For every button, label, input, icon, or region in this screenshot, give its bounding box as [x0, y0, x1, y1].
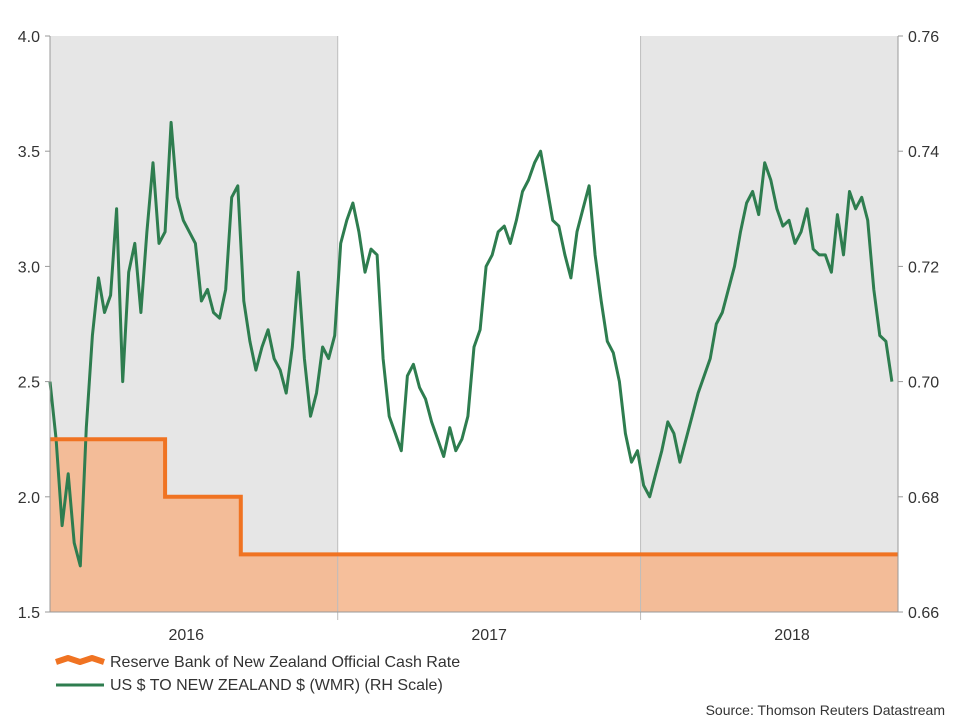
- legend-swatch-cash-rate: [55, 655, 105, 665]
- right-axis-ticks: 0.66 0.68 0.70 0.72 0.74 0.76: [898, 29, 939, 622]
- fx-line-series: [48, 120, 894, 568]
- source-note: Source: Thomson Reuters Datastream: [706, 702, 945, 718]
- left-tick-label-5: 4.0: [18, 29, 40, 46]
- right-tick-label-2: 0.70: [908, 375, 939, 392]
- right-tick-label-3: 0.72: [908, 259, 939, 276]
- x-tick-label-0: 2016: [168, 627, 204, 644]
- x-tick-label-2: 2018: [774, 627, 810, 644]
- shaded-band-1: [640, 36, 898, 612]
- year-dividers: [337, 36, 642, 620]
- left-tick-label-3: 3.0: [18, 259, 40, 276]
- cash-rate-line-series: [50, 437, 898, 557]
- left-tick-label-1: 2.0: [18, 490, 40, 507]
- left-tick-label-4: 3.5: [18, 144, 40, 161]
- x-tick-label-1: 2017: [471, 627, 507, 644]
- legend-label-fx: US $ TO NEW ZEALAND $ (WMR) (RH Scale): [110, 677, 443, 694]
- left-axis-ticks: 1.5 2.0 2.5 3.0 3.5 4.0: [18, 29, 50, 622]
- left-tick-label-0: 1.5: [18, 605, 40, 622]
- left-tick-label-2: 2.5: [18, 375, 40, 392]
- axes: [49, 36, 899, 613]
- legend: Reserve Bank of New Zealand Official Cas…: [55, 654, 460, 694]
- cash-rate-line: [50, 437, 898, 557]
- right-tick-label-4: 0.74: [908, 144, 939, 161]
- legend-label-cash-rate: Reserve Bank of New Zealand Official Cas…: [110, 654, 460, 671]
- right-tick-label-0: 0.66: [908, 605, 939, 622]
- right-tick-label-1: 0.68: [908, 490, 939, 507]
- cash-rate-fill: [50, 439, 898, 612]
- fx-line: [48, 120, 894, 568]
- right-tick-label-5: 0.76: [908, 29, 939, 46]
- x-axis-ticks: 2016 2017 2018: [168, 627, 809, 644]
- cash-rate-area: [50, 439, 898, 612]
